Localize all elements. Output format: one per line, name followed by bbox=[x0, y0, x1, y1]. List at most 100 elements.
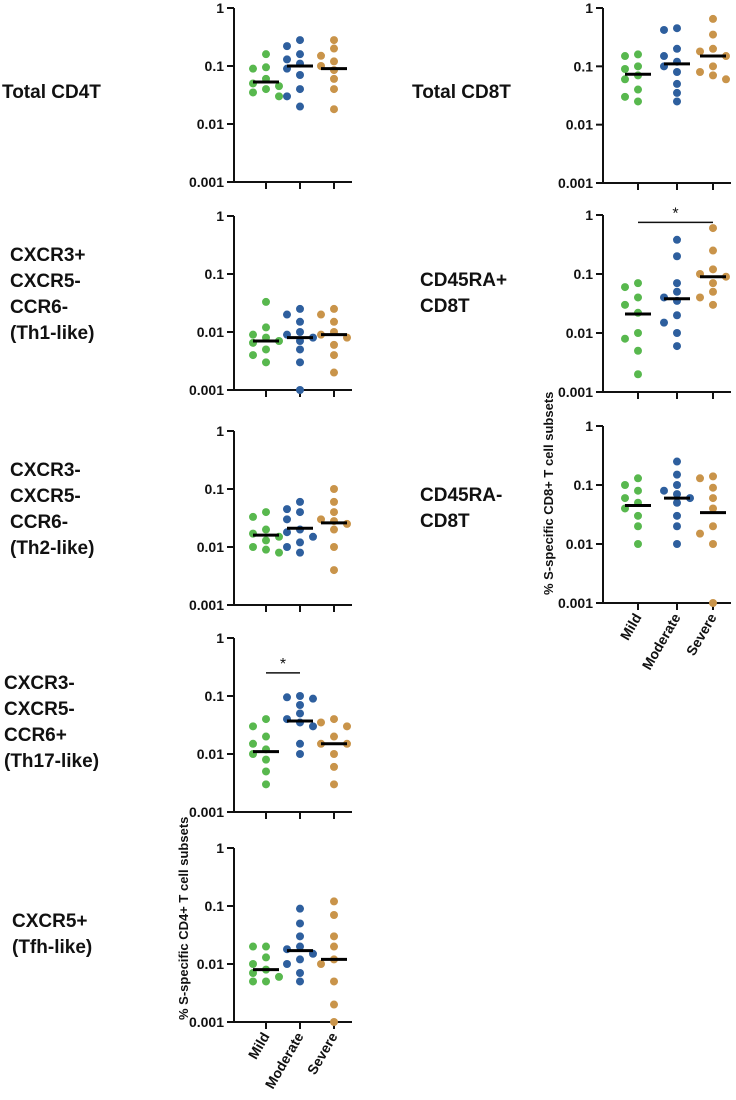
data-point-mild bbox=[621, 65, 629, 74]
data-point-mild bbox=[275, 972, 283, 981]
data-point-moderate bbox=[673, 88, 681, 97]
data-point-moderate bbox=[296, 508, 304, 517]
data-point-severe bbox=[330, 57, 338, 66]
data-point-severe bbox=[696, 529, 704, 538]
data-point-severe bbox=[330, 508, 338, 517]
y-tick-label: 0.001 bbox=[189, 597, 224, 613]
data-point-moderate bbox=[673, 44, 681, 53]
data-point-moderate bbox=[283, 528, 291, 537]
y-tick-label: 0.01 bbox=[566, 536, 593, 552]
y-tick-label: 0.1 bbox=[205, 481, 225, 497]
data-point-mild bbox=[621, 300, 629, 309]
data-point-mild bbox=[249, 351, 257, 360]
data-point-moderate bbox=[283, 960, 291, 968]
data-point-mild bbox=[634, 279, 642, 288]
row-label-line: (Th1-like) bbox=[10, 323, 95, 344]
data-point-moderate bbox=[673, 235, 681, 244]
data-point-moderate bbox=[309, 694, 317, 703]
data-point-severe bbox=[709, 224, 717, 233]
data-point-mild bbox=[621, 75, 629, 84]
data-point-severe bbox=[317, 51, 325, 60]
data-point-severe bbox=[696, 47, 704, 56]
data-point-severe bbox=[317, 960, 325, 968]
data-point-mild bbox=[262, 358, 270, 367]
row-label-line: CXCR5- bbox=[10, 486, 81, 507]
significance-label: * bbox=[672, 205, 678, 222]
chart-th2: 0.001 0.01 0.1 1 bbox=[189, 423, 352, 613]
data-point-mild bbox=[262, 50, 270, 59]
row-label-line: CD45RA+ bbox=[420, 270, 508, 291]
data-point-severe bbox=[722, 75, 730, 84]
data-point-severe bbox=[330, 340, 338, 349]
data-point-severe bbox=[709, 44, 717, 53]
data-point-severe bbox=[330, 910, 338, 919]
data-point-severe bbox=[330, 36, 338, 45]
data-point-moderate bbox=[296, 739, 304, 748]
row-label-cd45ra-neg: CD45RA- CD8T bbox=[420, 483, 502, 535]
row-label-line: CXCR3+ bbox=[10, 245, 86, 266]
data-point-severe bbox=[330, 368, 338, 377]
data-point-moderate bbox=[673, 287, 681, 296]
significance-label: * bbox=[280, 656, 286, 673]
data-point-severe bbox=[709, 62, 717, 71]
y-tick-label: 0.01 bbox=[197, 956, 224, 972]
data-point-severe bbox=[696, 474, 704, 483]
data-point-severe bbox=[696, 67, 704, 76]
data-point-moderate bbox=[660, 318, 668, 327]
data-point-moderate bbox=[309, 532, 317, 541]
data-point-severe bbox=[330, 566, 338, 575]
data-point-moderate bbox=[673, 481, 681, 489]
row-label-line: CD8T bbox=[420, 296, 470, 317]
data-point-mild bbox=[634, 540, 642, 548]
data-point-moderate bbox=[673, 329, 681, 337]
y-tick-label: 0.01 bbox=[197, 539, 224, 555]
y-tick-label: 0.1 bbox=[574, 477, 594, 493]
data-point-moderate bbox=[660, 25, 668, 34]
data-point-moderate bbox=[296, 304, 304, 313]
data-point-moderate bbox=[283, 55, 291, 64]
row-label-line: CCR6+ bbox=[4, 725, 67, 746]
data-point-mild bbox=[249, 512, 257, 521]
data-point-mild bbox=[262, 732, 270, 741]
data-point-moderate bbox=[283, 92, 291, 101]
data-point-mild bbox=[275, 548, 283, 557]
chart-th17: 0.001 0.01 0.1 1 * bbox=[189, 630, 352, 820]
y-tick-label: 0.001 bbox=[558, 175, 593, 191]
data-point-mild bbox=[621, 283, 629, 292]
data-point-mild bbox=[262, 780, 270, 789]
y-tick-label: 0.01 bbox=[197, 746, 224, 762]
row-label-th2: CXCR3- CXCR5- CCR6- (Th2-like) bbox=[10, 458, 94, 562]
data-point-severe bbox=[330, 715, 338, 724]
data-point-moderate bbox=[296, 85, 304, 94]
data-point-severe bbox=[709, 265, 717, 274]
data-point-moderate bbox=[296, 497, 304, 506]
y-tick-label: 1 bbox=[216, 630, 224, 646]
y-tick-label: 1 bbox=[216, 423, 224, 439]
row-label-th17: CXCR3- CXCR5- CCR6+ (Th17-like) bbox=[4, 671, 99, 775]
data-point-moderate bbox=[296, 50, 304, 59]
row-label-line: CXCR5+ bbox=[12, 911, 88, 932]
x-category-label-severe: Severe bbox=[683, 610, 720, 658]
data-point-moderate bbox=[296, 904, 304, 913]
data-point-moderate bbox=[296, 317, 304, 326]
data-point-moderate bbox=[283, 515, 291, 524]
data-point-severe bbox=[330, 1018, 338, 1026]
data-point-mild bbox=[634, 97, 642, 106]
data-point-severe bbox=[330, 942, 338, 951]
data-point-severe bbox=[330, 74, 338, 83]
data-point-moderate bbox=[283, 310, 291, 319]
row-label-line: Total CD4T bbox=[2, 82, 101, 103]
data-point-severe bbox=[709, 246, 717, 255]
data-point-moderate bbox=[673, 470, 681, 479]
data-point-mild bbox=[249, 64, 257, 73]
data-point-mild bbox=[262, 297, 270, 306]
data-point-severe bbox=[330, 525, 338, 534]
data-point-moderate bbox=[673, 498, 681, 507]
data-point-mild bbox=[621, 52, 629, 61]
data-point-mild bbox=[262, 536, 270, 545]
data-point-moderate bbox=[296, 692, 304, 700]
data-point-severe bbox=[330, 485, 338, 493]
x-category-label-mild: Mild bbox=[617, 611, 645, 643]
data-point-moderate bbox=[296, 345, 304, 354]
